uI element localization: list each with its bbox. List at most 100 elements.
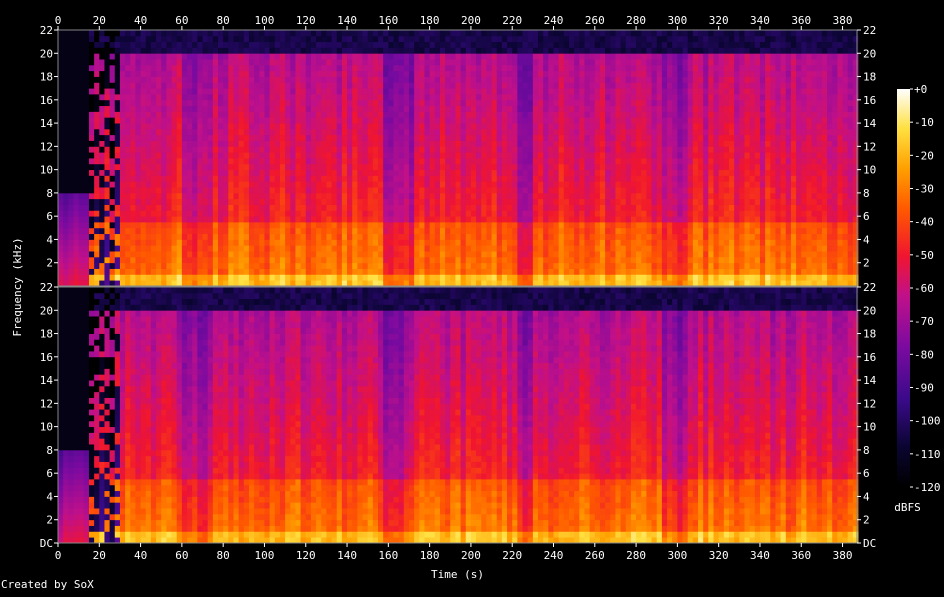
- spectrogram-cell: [352, 30, 358, 37]
- spectrogram-cell: [192, 181, 198, 188]
- spectrogram-cell: [476, 94, 482, 101]
- spectrogram-cell: [414, 216, 420, 223]
- spectrogram-cell: [264, 82, 271, 89]
- spectrogram-cell: [94, 41, 100, 48]
- spectrogram-cell: [605, 175, 611, 182]
- spectrogram-cell: [202, 268, 209, 275]
- spectrogram-cell: [429, 105, 436, 112]
- spectrogram-cell: [83, 88, 90, 95]
- spectrogram-cell: [212, 227, 219, 235]
- spectrogram-cell: [641, 187, 647, 194]
- spectrogram-cell: [445, 251, 451, 258]
- spectrogram-cell: [403, 53, 410, 60]
- spectrogram-cell: [300, 70, 307, 77]
- spectrogram-cell: [187, 187, 193, 194]
- spectrogram-cell: [259, 82, 265, 89]
- spectrogram-cell: [197, 262, 203, 269]
- spectrogram-cell: [445, 111, 451, 118]
- spectrogram-cell: [512, 251, 518, 258]
- spectrogram-cell: [109, 239, 116, 246]
- spectrogram-cell: [145, 94, 152, 101]
- spectrogram-cell: [130, 268, 136, 275]
- spectrogram-cell: [171, 198, 178, 205]
- spectrogram-cell: [532, 41, 539, 48]
- spectrogram-cell: [579, 274, 585, 281]
- spectrogram-cell: [460, 152, 467, 159]
- spectrogram-cell: [187, 41, 193, 48]
- spectrogram-cell: [476, 192, 482, 200]
- spectrogram-cell: [357, 245, 363, 252]
- spectrogram-cell: [476, 64, 482, 72]
- spectrogram-cell: [388, 140, 394, 147]
- spectrogram-cell: [476, 105, 482, 112]
- spectrogram-cell: [615, 204, 621, 211]
- spectrogram-cell: [527, 111, 534, 118]
- spectrogram-cell: [620, 227, 627, 235]
- spectrogram-cell: [295, 41, 301, 48]
- spectrogram-cell: [197, 47, 203, 54]
- spectrogram-cell: [589, 216, 596, 223]
- spectrogram-cell: [300, 175, 307, 182]
- spectrogram-cell: [176, 82, 183, 89]
- spectrogram-cell: [104, 30, 111, 37]
- spectrogram-cell: [507, 169, 513, 176]
- spectrogram-cell: [615, 262, 621, 269]
- spectrogram-cell: [630, 227, 637, 235]
- spectrogram-cell: [347, 59, 353, 66]
- spectrogram-cell: [460, 117, 467, 124]
- spectrogram-cell: [507, 70, 513, 77]
- spectrogram-cell: [171, 274, 178, 281]
- spectrogram-cell: [274, 94, 281, 101]
- spectrogram-cell: [176, 41, 183, 48]
- spectrogram-cell: [233, 41, 240, 48]
- spectrogram-cell: [636, 280, 642, 287]
- spectrogram-cell: [166, 70, 172, 77]
- spectrogram-cell: [501, 204, 508, 211]
- spectrogram-cell: [625, 239, 632, 246]
- spectrogram-cell: [150, 59, 157, 66]
- spectrogram-cell: [522, 239, 529, 246]
- spectrogram-cell: [481, 251, 487, 258]
- spectrogram-cell: [274, 146, 281, 153]
- spectrogram-cell: [161, 158, 167, 165]
- spectrogram-cell: [233, 262, 240, 269]
- spectrogram-cell: [476, 99, 482, 107]
- spectrogram-cell: [393, 222, 400, 229]
- spectrogram-cell: [99, 47, 105, 54]
- spectrogram-cell: [615, 128, 621, 136]
- spectrogram-cell: [501, 76, 508, 83]
- spectrogram-cell: [496, 268, 503, 275]
- spectrogram-cell: [445, 245, 451, 252]
- spectrogram-cell: [68, 146, 74, 153]
- spectrogram-cell: [393, 245, 400, 252]
- spectrogram-cell: [274, 198, 281, 205]
- spectrogram-cell: [68, 47, 74, 54]
- spectrogram-cell: [538, 117, 544, 124]
- spectrogram-cell: [465, 76, 472, 83]
- spectrogram-cell: [310, 117, 317, 124]
- spectrogram-cell: [491, 105, 498, 112]
- spectrogram-cell: [248, 216, 255, 223]
- spectrogram-cell: [341, 204, 348, 211]
- spectrogram-cell: [470, 268, 477, 275]
- spectrogram-cell: [166, 128, 172, 136]
- spectrogram-cell: [248, 134, 255, 141]
- spectrogram-cell: [109, 227, 116, 235]
- spectrogram-cell: [553, 82, 560, 89]
- spectrogram-cell: [321, 117, 327, 124]
- spectrogram-cell: [223, 117, 229, 124]
- spectrogram-cell: [625, 59, 632, 66]
- spectrogram-cell: [264, 245, 271, 252]
- spectrogram-cell: [176, 245, 183, 252]
- spectrogram-cell: [316, 175, 322, 182]
- spectrogram-cell: [326, 111, 332, 118]
- spectrogram-cell: [388, 53, 394, 60]
- spectrogram-cell: [187, 175, 193, 182]
- spectrogram-cell: [145, 134, 152, 141]
- spectrogram-cell: [156, 117, 162, 124]
- spectrogram-cell: [176, 53, 183, 60]
- spectrogram-cell: [388, 41, 394, 48]
- spectrogram-cell: [259, 94, 265, 101]
- spectrogram-cell: [248, 140, 255, 147]
- spectrogram-cell: [130, 251, 136, 258]
